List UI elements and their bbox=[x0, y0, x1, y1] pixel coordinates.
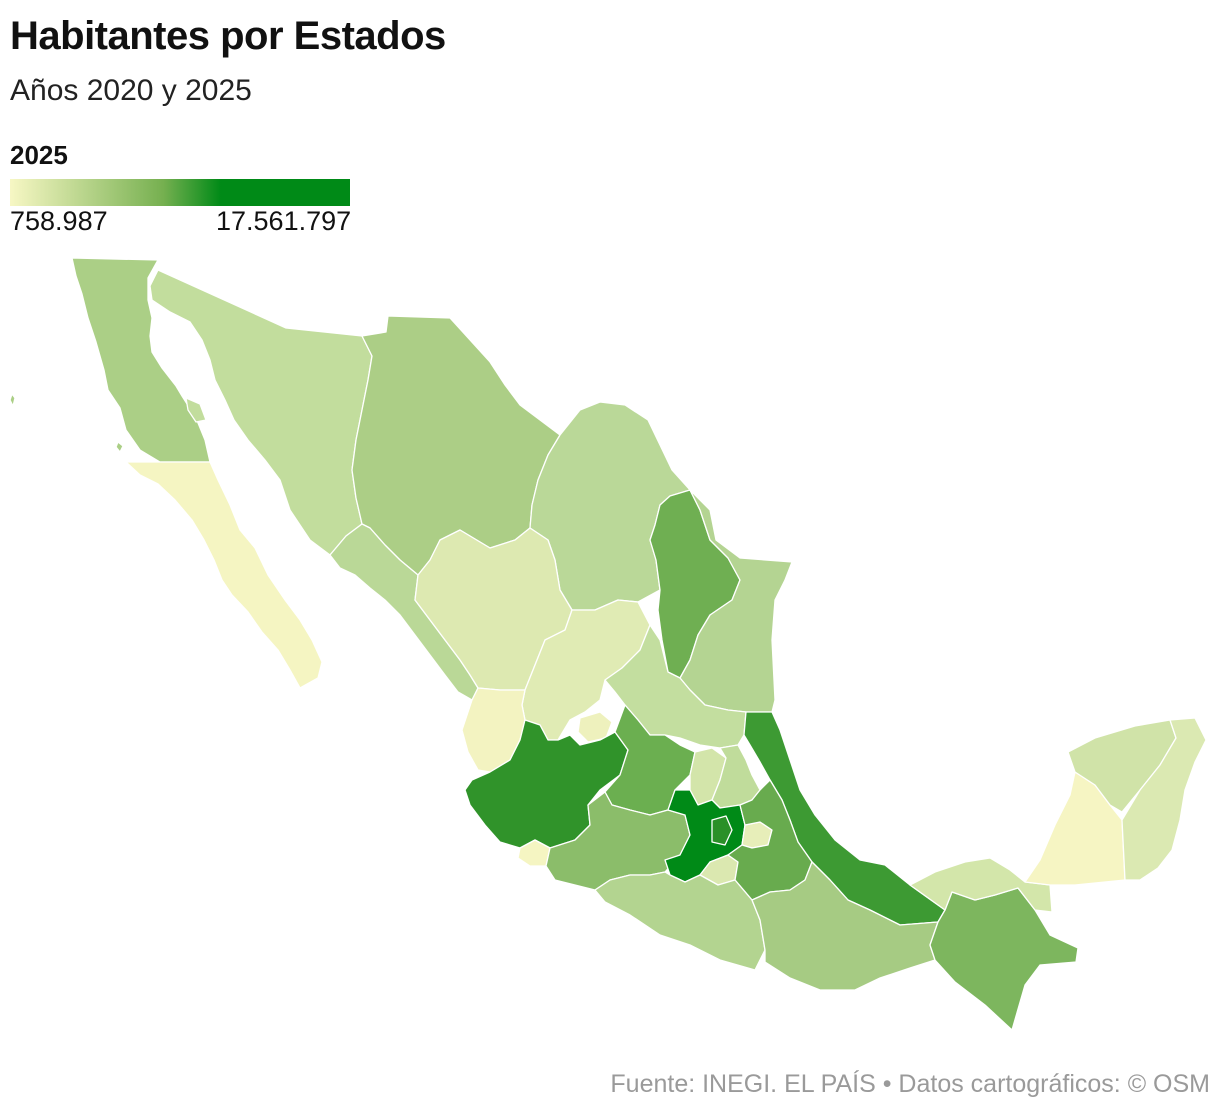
state-jalisco[interactable]: Jalisco bbox=[464, 719, 629, 849]
state-puebla[interactable]: Puebla bbox=[727, 779, 813, 901]
state-guerrero[interactable]: Guerrero bbox=[594, 871, 766, 971]
map-subtitle: Años 2020 y 2025 bbox=[10, 74, 252, 107]
legend-max-label: 17.561.797 bbox=[216, 206, 352, 236]
source-note: Fuente: INEGI. EL PAÍS • Datos cartográf… bbox=[610, 1070, 1210, 1098]
state-tabasco[interactable]: Tabasco bbox=[909, 857, 1053, 913]
state-chiapas[interactable]: Chiapas bbox=[929, 887, 1079, 1031]
state-ciudad-de-mexico[interactable]: Ciudad de México bbox=[711, 815, 733, 846]
state-quintana-roo[interactable]: Quintana Roo bbox=[1121, 717, 1207, 881]
legend-min-label: 758.987 bbox=[10, 206, 108, 236]
state-baja-california-sur[interactable]: Baja California Sur bbox=[125, 461, 323, 689]
state-zacatecas[interactable]: Zacatecas bbox=[521, 599, 651, 741]
state-san-luis-potosi[interactable]: San Luis Potosí bbox=[604, 624, 747, 749]
legend-year: 2025 bbox=[10, 140, 68, 170]
mexico-choropleth-map: Baja California Baja California Sur Sono… bbox=[9, 257, 1207, 1031]
island-tiburon bbox=[185, 397, 207, 423]
map-title: Habitantes por Estados bbox=[10, 14, 446, 58]
island-cedros bbox=[115, 441, 124, 453]
island-guadalupe bbox=[9, 393, 16, 407]
state-baja-california[interactable]: Baja California bbox=[71, 257, 211, 463]
legend-color-scale bbox=[10, 179, 350, 206]
